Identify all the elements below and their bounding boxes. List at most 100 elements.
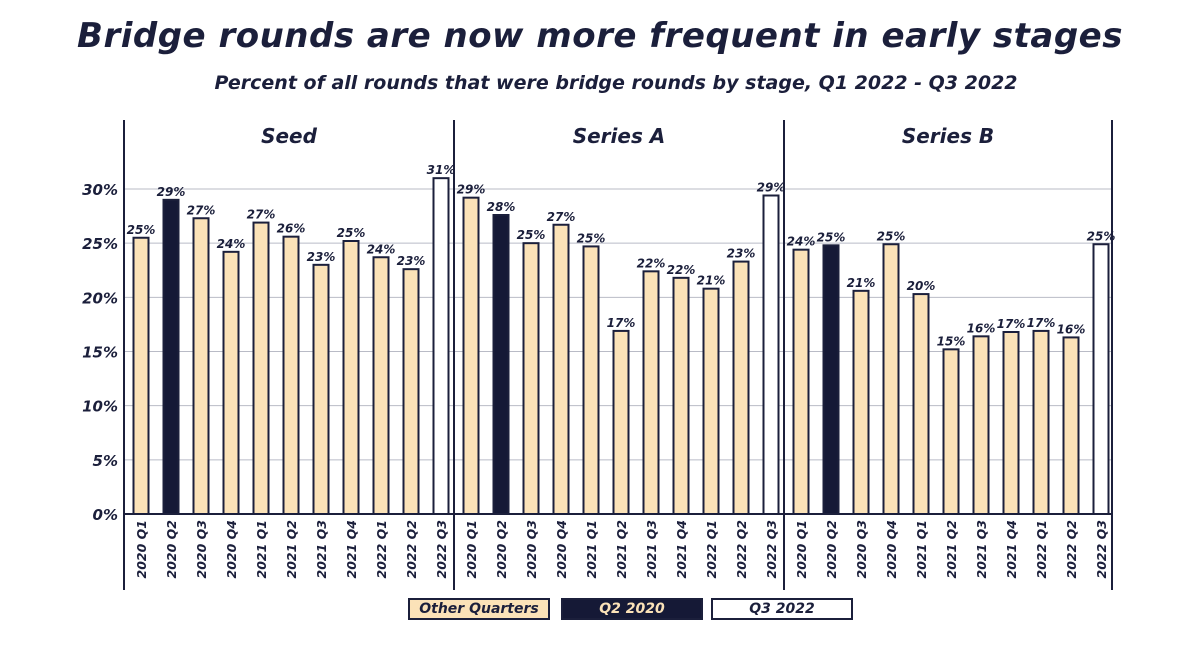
legend-item-other-quarters: Other Quarters xyxy=(408,598,550,620)
x-tick-label: 2021 Q3 xyxy=(974,520,989,578)
bar xyxy=(972,335,990,516)
y-tick-label: 25% xyxy=(82,235,118,253)
x-tick-label: 2020 Q4 xyxy=(884,520,899,578)
x-tick-label: 2022 Q2 xyxy=(734,520,749,578)
bar xyxy=(492,214,510,515)
legend-label: Other Quarters xyxy=(419,601,539,617)
data-label: 29% xyxy=(157,185,186,199)
x-tick-label: 2021 Q3 xyxy=(644,520,659,578)
data-label: 21% xyxy=(697,274,726,288)
x-tick-label: 2020 Q2 xyxy=(824,520,839,578)
x-tick-label: 2022 Q2 xyxy=(1064,520,1079,578)
data-label: 20% xyxy=(907,279,936,293)
y-tick-label: 15% xyxy=(82,344,118,362)
data-label: 25% xyxy=(817,230,846,244)
bar xyxy=(312,263,330,516)
bar xyxy=(282,235,300,516)
x-tick-label: 2022 Q2 xyxy=(404,520,419,578)
data-label: 25% xyxy=(577,231,606,245)
x-tick-label: 2021 Q2 xyxy=(614,520,629,578)
x-tick-label: 2020 Q3 xyxy=(524,520,539,578)
data-label: 17% xyxy=(1027,316,1056,330)
panel-title: Seed xyxy=(261,124,318,148)
y-tick-label: 10% xyxy=(82,398,118,416)
x-tick-label: 2022 Q3 xyxy=(434,520,449,578)
x-tick-label: 2020 Q3 xyxy=(194,520,209,578)
x-tick-label: 2020 Q1 xyxy=(134,520,149,578)
data-label: 27% xyxy=(547,210,576,224)
bar xyxy=(1002,331,1020,515)
bar xyxy=(1062,336,1080,515)
data-label: 26% xyxy=(277,222,306,236)
legend-label: Q2 2020 xyxy=(599,601,665,617)
bar xyxy=(792,248,810,516)
bar xyxy=(882,243,900,515)
data-label: 22% xyxy=(637,256,666,270)
panel-title: Series A xyxy=(573,124,666,148)
data-label: 27% xyxy=(247,208,276,222)
data-label: 24% xyxy=(217,237,246,251)
bar xyxy=(672,276,690,516)
bar xyxy=(462,196,480,516)
data-label: 16% xyxy=(967,321,996,335)
bar xyxy=(942,348,960,516)
bar xyxy=(252,221,270,515)
y-tick-label: 0% xyxy=(93,506,118,524)
bar xyxy=(612,329,630,515)
data-label: 24% xyxy=(367,242,396,256)
bar xyxy=(432,177,450,516)
bar xyxy=(702,287,720,515)
x-tick-label: 2022 Q1 xyxy=(1034,520,1049,578)
data-label: 24% xyxy=(787,235,816,249)
bar xyxy=(192,217,210,515)
x-tick-label: 2020 Q2 xyxy=(494,520,509,578)
x-tick-label: 2021 Q4 xyxy=(674,520,689,578)
x-tick-label: 2021 Q4 xyxy=(1004,520,1019,578)
x-tick-label: 2022 Q3 xyxy=(1094,520,1109,578)
data-label: 22% xyxy=(667,263,696,277)
x-tick-label: 2021 Q1 xyxy=(584,520,599,578)
x-tick-label: 2021 Q1 xyxy=(254,520,269,578)
x-tick-label: 2021 Q2 xyxy=(944,520,959,578)
data-label: 25% xyxy=(337,226,366,240)
panel-title: Series B xyxy=(902,124,994,148)
data-label: 17% xyxy=(607,316,636,330)
data-label: 25% xyxy=(127,223,156,237)
data-label: 27% xyxy=(187,203,216,217)
data-label: 25% xyxy=(1087,229,1116,243)
x-tick-label: 2022 Q1 xyxy=(374,520,389,578)
y-tick-label: 5% xyxy=(93,452,118,470)
bar xyxy=(372,256,390,515)
chart-title: Bridge rounds are now more frequent in e… xyxy=(77,16,1123,56)
data-label: 17% xyxy=(997,317,1026,331)
x-tick-label: 2022 Q3 xyxy=(764,520,779,578)
x-tick-label: 2020 Q4 xyxy=(554,520,569,578)
bar xyxy=(642,270,660,516)
bar xyxy=(912,293,930,516)
data-label: 23% xyxy=(727,247,756,261)
x-tick-label: 2021 Q2 xyxy=(284,520,299,578)
bar xyxy=(522,242,540,516)
data-label: 21% xyxy=(847,276,876,290)
bar xyxy=(1092,243,1110,515)
x-tick-label: 2020 Q4 xyxy=(224,520,239,578)
x-tick-label: 2020 Q3 xyxy=(854,520,869,578)
data-label: 31% xyxy=(427,163,456,177)
bar xyxy=(582,245,600,516)
chart-subtitle: Percent of all rounds that were bridge r… xyxy=(214,72,1018,94)
data-label: 28% xyxy=(487,200,516,214)
bar xyxy=(732,260,750,516)
legend-item-q2-2020: Q2 2020 xyxy=(561,598,703,620)
bar xyxy=(552,223,570,515)
bar xyxy=(852,289,870,516)
bar xyxy=(342,240,360,515)
x-tick-label: 2021 Q3 xyxy=(314,520,329,578)
legend-item-q3-2022: Q3 2022 xyxy=(711,598,853,620)
bar xyxy=(1032,329,1050,515)
x-tick-label: 2021 Q1 xyxy=(914,520,929,578)
y-tick-label: 20% xyxy=(82,289,118,307)
bar xyxy=(762,194,780,515)
bar xyxy=(222,250,240,515)
y-tick-label: 30% xyxy=(82,181,118,199)
